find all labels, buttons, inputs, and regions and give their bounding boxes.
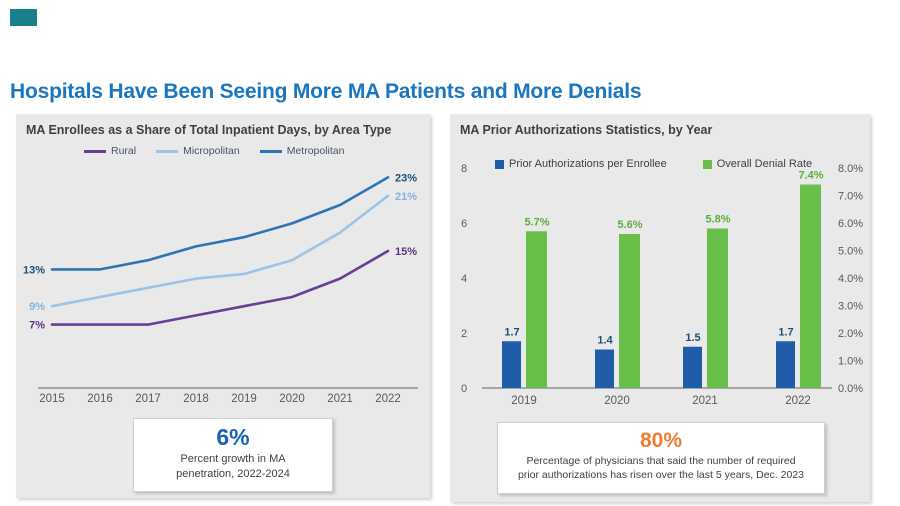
svg-text:2019: 2019: [511, 395, 537, 407]
svg-text:2017: 2017: [135, 393, 161, 405]
right-callout-line2: prior authorizations has risen over the …: [518, 469, 804, 482]
svg-text:6.0%: 6.0%: [838, 218, 863, 230]
svg-text:23%: 23%: [395, 172, 417, 184]
legend-item-overall-denial-rate: Overall Denial Rate: [702, 158, 813, 170]
svg-text:9%: 9%: [29, 301, 45, 313]
left-callout-caption: Percent growth in MA penetration, 2022-2…: [134, 452, 332, 482]
svg-text:2020: 2020: [604, 395, 630, 407]
svg-text:7.0%: 7.0%: [838, 191, 863, 203]
svg-text:1.0%: 1.0%: [838, 356, 863, 368]
svg-text:5.6%: 5.6%: [617, 219, 642, 231]
svg-text:8: 8: [461, 163, 467, 175]
svg-text:7.4%: 7.4%: [798, 170, 823, 182]
svg-text:15%: 15%: [395, 246, 417, 258]
svg-text:2021: 2021: [327, 393, 353, 405]
svg-text:21%: 21%: [395, 191, 417, 203]
svg-text:2022: 2022: [375, 393, 401, 405]
bar-chart-title: MA Prior Authorizations Statistics, by Y…: [460, 123, 713, 137]
left-callout-line1: Percent growth in MA: [180, 453, 286, 466]
svg-text:5.0%: 5.0%: [838, 246, 863, 258]
svg-text:3.0%: 3.0%: [838, 301, 863, 313]
square-swatch-prior-authorizations-per-enrollee: [495, 159, 504, 169]
bar-chart-legend: Prior Authorizations per Enrollee Overall…: [495, 158, 812, 170]
svg-text:1.5: 1.5: [685, 332, 700, 344]
svg-text:2022: 2022: [785, 395, 811, 407]
left-callout-line2: penetration, 2022-2024: [176, 468, 290, 481]
legend-item-metropolitan: Metropolitan: [259, 145, 345, 157]
legend-label: Metropolitan: [286, 145, 345, 157]
right-callout-caption: Percentage of physicians that said the n…: [498, 454, 824, 482]
svg-text:8.0%: 8.0%: [838, 163, 863, 175]
line-swatch-rural: [84, 149, 106, 153]
svg-text:2018: 2018: [183, 393, 209, 405]
right-callout: 80% Percentage of physicians that said t…: [497, 422, 825, 494]
left-callout: 6% Percent growth in MA penetration, 202…: [133, 418, 333, 492]
svg-text:2.0%: 2.0%: [838, 328, 863, 340]
legend-item-prior-authorizations-per-enrollee: Prior Authorizations per Enrollee: [495, 158, 667, 170]
svg-text:1.7: 1.7: [504, 326, 519, 338]
svg-text:5.8%: 5.8%: [705, 214, 730, 226]
svg-text:0: 0: [461, 383, 467, 395]
right-callout-value: 80%: [639, 429, 683, 452]
svg-text:1.7: 1.7: [778, 326, 793, 338]
svg-text:2: 2: [461, 328, 467, 340]
line-chart-legend: Rural Micropolitan Metropolitan: [84, 145, 344, 157]
svg-text:1.4: 1.4: [597, 335, 613, 347]
page-title: Hospitals Have Been Seeing More MA Patie…: [10, 80, 642, 103]
legend-item-rural: Rural: [84, 145, 136, 157]
legend-label: Micropolitan: [183, 145, 240, 157]
svg-text:13%: 13%: [23, 264, 45, 276]
svg-text:0.0%: 0.0%: [838, 383, 863, 395]
legend-label: Overall Denial Rate: [716, 158, 813, 170]
bar-chart: 0 2 4 6 8 0.0% 1.0% 2.0% 3.0% 4.0% 5.0% 6.0% 7.0% 8.0…: [461, 163, 863, 407]
line-chart-title: MA Enrollees as a Share of Total Inpatie…: [26, 123, 392, 137]
logo-mark: [10, 9, 37, 26]
svg-text:2020: 2020: [279, 393, 305, 405]
left-callout-value: 6%: [216, 424, 250, 450]
legend-label: Prior Authorizations per Enrollee: [509, 158, 667, 170]
svg-text:4.0%: 4.0%: [838, 273, 863, 285]
svg-text:7%: 7%: [29, 320, 45, 332]
svg-text:2019: 2019: [231, 393, 257, 405]
legend-label: Rural: [111, 145, 137, 157]
svg-text:4: 4: [461, 273, 467, 285]
svg-text:2015: 2015: [39, 393, 65, 405]
svg-text:6: 6: [461, 218, 467, 230]
svg-text:2016: 2016: [87, 393, 113, 405]
line-swatch-micropolitan: [156, 149, 179, 153]
line-chart: 2015 2016 2017 2018 2019 2020 2021 2022 7% 15% 9% 2…: [23, 172, 418, 405]
legend-item-micropolitan: Micropolitan: [156, 145, 240, 157]
right-callout-line1: Percentage of physicians that said the n…: [526, 455, 796, 468]
svg-text:2021: 2021: [692, 395, 718, 407]
square-swatch-overall-denial-rate: [702, 159, 712, 169]
svg-text:5.7%: 5.7%: [524, 216, 549, 228]
line-swatch-metropolitan: [259, 149, 282, 153]
